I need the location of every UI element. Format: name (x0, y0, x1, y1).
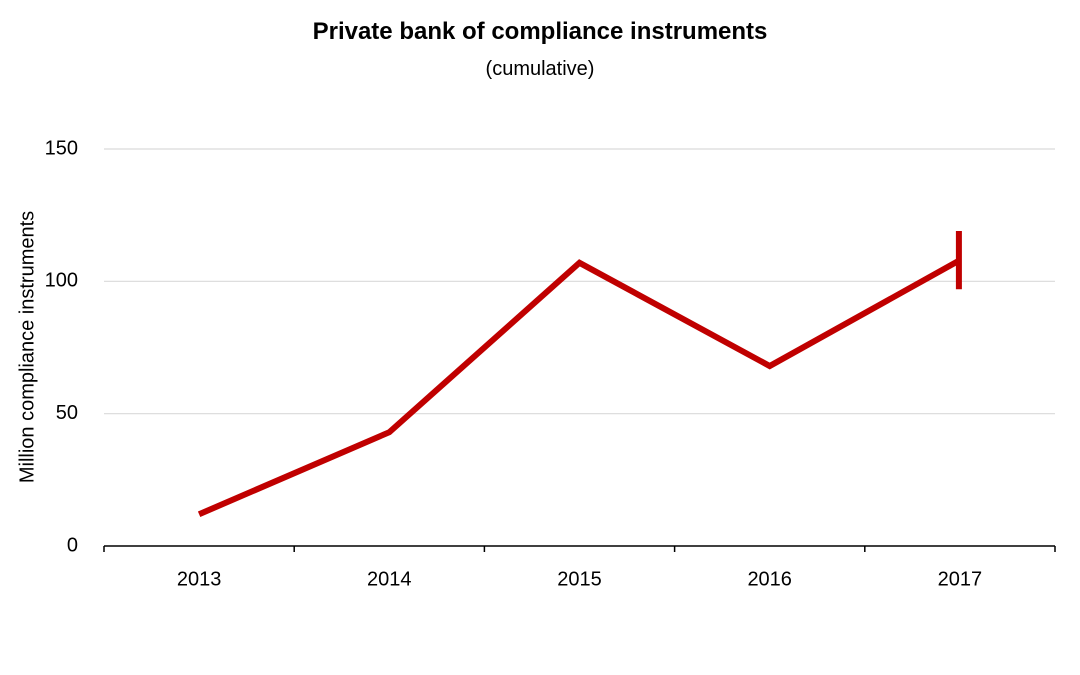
axes (103, 545, 1056, 552)
chart-subtitle: (cumulative) (485, 58, 595, 80)
y-tick-label: 50 (56, 402, 78, 424)
y-tick-label: 100 (45, 270, 78, 292)
y-axis-title: Million compliance instruments (16, 211, 38, 483)
y-tick-label: 150 (45, 137, 78, 159)
x-tick-label: 2017 (938, 568, 983, 590)
y-tick-labels: 0 50 100 150 (45, 137, 78, 556)
gridlines (104, 148, 1055, 415)
x-tick-label: 2016 (747, 568, 792, 590)
x-tick-label: 2013 (177, 568, 222, 590)
y-tick-label: 0 (67, 534, 78, 556)
x-tick-label: 2015 (557, 568, 602, 590)
x-tick-labels: 2013 2014 2015 2016 2017 (177, 568, 982, 590)
chart-title: Private bank of compliance instruments (312, 18, 768, 45)
series-line (197, 257, 962, 517)
series-group (197, 231, 962, 517)
x-tick-label: 2014 (367, 568, 412, 590)
